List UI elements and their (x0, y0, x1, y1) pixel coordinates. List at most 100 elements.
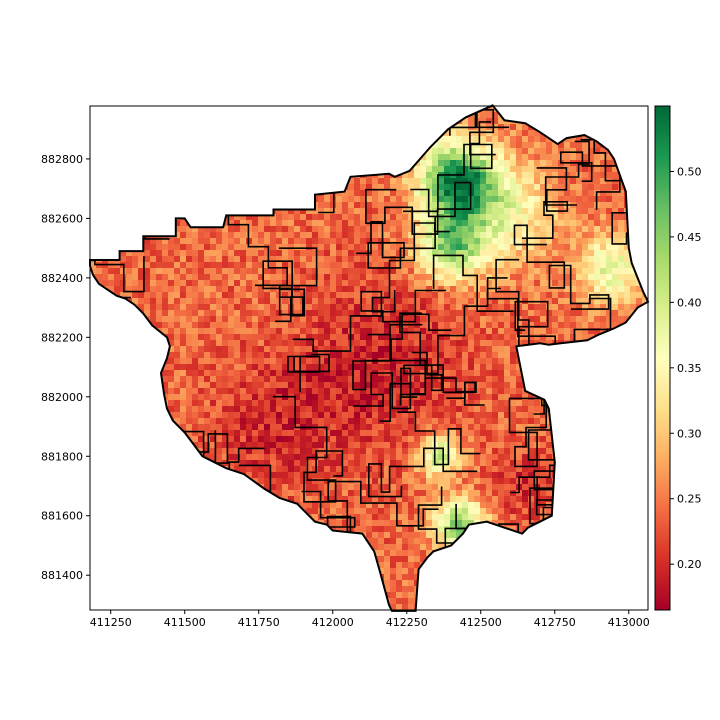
heatmap-cell (318, 484, 325, 491)
heatmap-cell (258, 436, 265, 443)
heatmap-cell (372, 286, 379, 293)
heatmap-cell (246, 364, 253, 371)
heatmap-cell (414, 334, 421, 341)
heatmap-cell (246, 256, 253, 263)
heatmap-cell (240, 334, 247, 341)
heatmap-cell (360, 292, 367, 299)
heatmap-cell (210, 280, 217, 287)
heatmap-cell (162, 268, 169, 275)
heatmap-cell (162, 280, 169, 287)
heatmap-cell (390, 196, 397, 203)
heatmap-cell (384, 202, 391, 209)
heatmap-cell (126, 250, 133, 257)
heatmap-cell (420, 262, 427, 269)
heatmap-cell (306, 484, 313, 491)
heatmap-cell (402, 442, 409, 449)
heatmap-cell (378, 334, 385, 341)
heatmap-cell (354, 448, 361, 455)
heatmap-cell (186, 364, 193, 371)
heatmap-cell (378, 568, 385, 575)
heatmap-cell (252, 454, 259, 461)
heatmap-cell (420, 196, 427, 203)
heatmap-cell (426, 286, 433, 293)
heatmap-cell (444, 136, 451, 143)
heatmap-cell (360, 322, 367, 329)
heatmap-cell (336, 250, 343, 257)
heatmap-cell (414, 514, 421, 521)
heatmap-cell (438, 514, 445, 521)
heatmap-cell (258, 304, 265, 311)
heatmap-cell (408, 190, 415, 197)
heatmap-cell (186, 370, 193, 377)
heatmap-cell (252, 316, 259, 323)
heatmap-cell (324, 310, 331, 317)
heatmap-cell (162, 238, 169, 245)
heatmap-cell (252, 382, 259, 389)
heatmap-cell (366, 442, 373, 449)
heatmap-cell (408, 274, 415, 281)
heatmap-cell (276, 382, 283, 389)
heatmap-cell (270, 274, 277, 281)
heatmap-cell (324, 232, 331, 239)
heatmap-cell (408, 328, 415, 335)
heatmap-cell (366, 502, 373, 509)
heatmap-cell (360, 196, 367, 203)
heatmap-cell (276, 250, 283, 257)
heatmap-cell (210, 382, 217, 389)
heatmap-cell (144, 304, 151, 311)
heatmap-cell (420, 322, 427, 329)
heatmap-cell (348, 460, 355, 467)
heatmap-cell (402, 238, 409, 245)
heatmap-cell (426, 538, 433, 545)
heatmap-cell (420, 298, 427, 305)
heatmap-cell (144, 256, 151, 263)
heatmap-cell (420, 244, 427, 251)
heatmap-cell (294, 256, 301, 263)
heatmap-cell (384, 346, 391, 353)
heatmap-cell (330, 442, 337, 449)
heatmap-cell (282, 232, 289, 239)
heatmap-cell (246, 418, 253, 425)
heatmap-cell (252, 430, 259, 437)
heatmap-cell (372, 208, 379, 215)
heatmap-cell (402, 184, 409, 191)
heatmap-cell (222, 286, 229, 293)
heatmap-cell (336, 358, 343, 365)
heatmap-cell (294, 304, 301, 311)
heatmap-cell (426, 436, 433, 443)
heatmap-cell (180, 346, 187, 353)
heatmap-cell (276, 466, 283, 473)
heatmap-cell (252, 370, 259, 377)
heatmap-cell (168, 376, 175, 383)
heatmap-cell (204, 382, 211, 389)
heatmap-cell (276, 376, 283, 383)
heatmap-cell (270, 214, 277, 221)
heatmap-cell (300, 220, 307, 227)
heatmap-cell (366, 526, 373, 533)
heatmap-cell (288, 328, 295, 335)
heatmap-cell (438, 268, 445, 275)
heatmap-cell (324, 286, 331, 293)
heatmap-cell (192, 352, 199, 359)
heatmap-cell (318, 196, 325, 203)
heatmap-cell (294, 262, 301, 269)
heatmap-cell (384, 520, 391, 527)
heatmap-cell (354, 274, 361, 281)
heatmap-cell (372, 490, 379, 497)
heatmap-cell (414, 538, 421, 545)
heatmap-cell (414, 298, 421, 305)
heatmap-cell (318, 394, 325, 401)
heatmap-cell (282, 370, 289, 377)
heatmap-cell (294, 328, 301, 335)
heatmap-cell (384, 502, 391, 509)
heatmap-cell (354, 508, 361, 515)
heatmap-cell (222, 406, 229, 413)
heatmap-cell (318, 442, 325, 449)
heatmap-cell (270, 406, 277, 413)
heatmap-cell (180, 262, 187, 269)
heatmap-cell (192, 244, 199, 251)
heatmap-cell (216, 352, 223, 359)
heatmap-cell (252, 232, 259, 239)
heatmap-cell (198, 346, 205, 353)
heatmap-cell (210, 406, 217, 413)
